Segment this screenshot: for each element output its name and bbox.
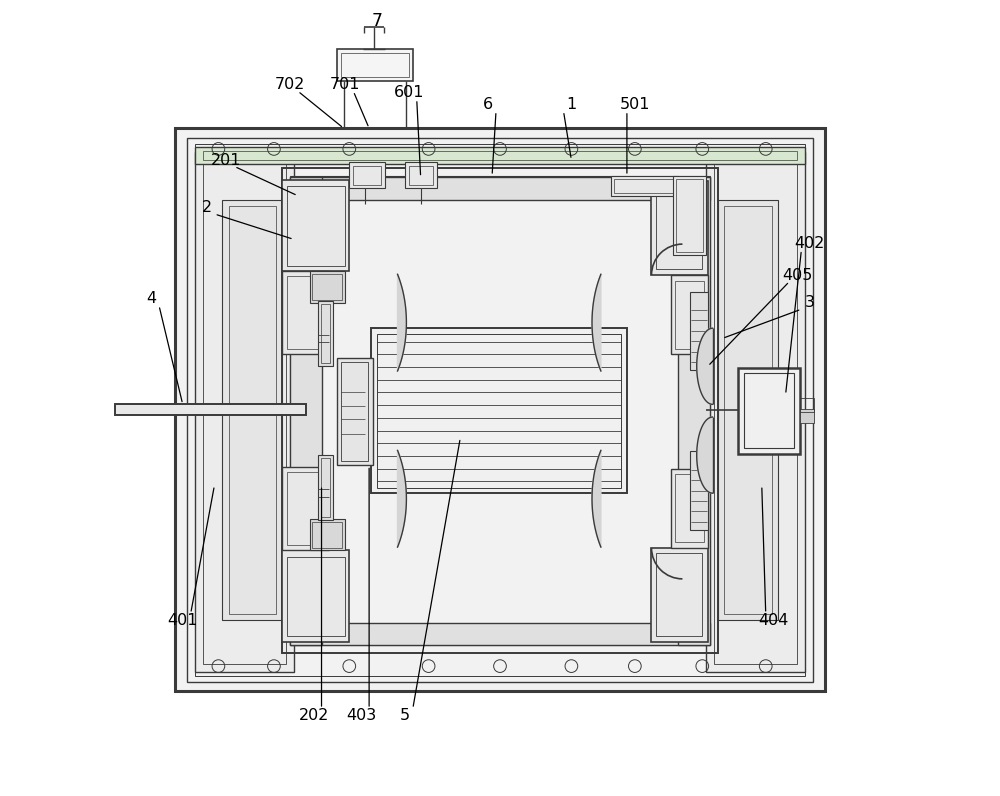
Bar	[409, 166, 433, 185]
Bar	[690, 291, 708, 370]
Bar	[353, 166, 381, 185]
Bar	[287, 556, 345, 636]
Polygon shape	[398, 275, 406, 371]
Bar	[800, 398, 814, 412]
Bar	[690, 451, 708, 529]
Text: 5: 5	[400, 708, 410, 723]
Bar	[675, 474, 704, 542]
Bar	[349, 162, 385, 188]
Bar	[656, 187, 702, 270]
Bar	[312, 275, 342, 300]
Bar	[290, 178, 710, 200]
Bar	[337, 49, 413, 80]
Bar	[718, 200, 778, 620]
Bar	[187, 138, 813, 682]
Text: 501: 501	[620, 97, 650, 112]
Bar	[115, 404, 306, 416]
Text: 202: 202	[298, 708, 329, 723]
Text: 405: 405	[782, 267, 813, 283]
Bar	[673, 176, 706, 256]
Bar	[287, 472, 325, 544]
Bar	[290, 623, 710, 646]
Text: 201: 201	[211, 153, 242, 167]
Text: 701: 701	[330, 77, 361, 92]
Bar	[318, 301, 333, 366]
Text: 4: 4	[146, 291, 156, 306]
Bar	[377, 334, 621, 488]
Polygon shape	[592, 451, 601, 547]
Bar	[203, 150, 797, 160]
Text: 6: 6	[483, 97, 493, 112]
Text: 702: 702	[275, 77, 305, 92]
Text: 402: 402	[794, 236, 825, 251]
Bar	[282, 467, 329, 550]
Bar	[318, 455, 333, 520]
Bar	[671, 469, 708, 548]
Text: 3: 3	[804, 295, 814, 310]
Polygon shape	[592, 275, 601, 371]
Bar	[312, 521, 342, 548]
Text: 7: 7	[372, 12, 383, 30]
Bar	[371, 328, 627, 494]
Text: 2: 2	[201, 200, 212, 215]
Bar	[614, 179, 674, 193]
Bar	[671, 275, 708, 354]
Bar	[175, 128, 825, 692]
Bar	[738, 368, 800, 454]
Bar	[203, 160, 286, 664]
Bar	[405, 162, 437, 188]
Bar	[222, 200, 282, 620]
Bar	[282, 180, 349, 271]
Bar	[287, 186, 345, 266]
Bar	[651, 548, 708, 642]
Bar	[282, 168, 718, 654]
Bar	[229, 206, 276, 614]
Polygon shape	[697, 417, 713, 494]
Bar	[321, 458, 330, 517]
Bar	[706, 152, 805, 672]
Bar	[678, 178, 710, 646]
Bar	[310, 518, 345, 550]
Bar	[282, 271, 329, 354]
Polygon shape	[398, 451, 406, 547]
Bar	[675, 281, 704, 349]
Bar	[195, 152, 294, 672]
Text: 401: 401	[167, 613, 198, 627]
Bar	[337, 357, 373, 466]
Bar	[341, 361, 368, 462]
Bar	[800, 409, 814, 423]
Text: 403: 403	[346, 708, 376, 723]
Bar	[676, 179, 703, 252]
Text: 601: 601	[394, 85, 424, 100]
Bar	[611, 176, 678, 196]
Bar	[341, 53, 409, 76]
Bar	[290, 178, 322, 646]
Text: 404: 404	[758, 613, 789, 627]
Polygon shape	[697, 328, 713, 404]
Bar	[195, 144, 805, 676]
Bar	[282, 550, 349, 642]
Bar	[310, 271, 345, 302]
Bar	[321, 304, 330, 363]
Bar	[714, 160, 797, 664]
Bar	[744, 373, 794, 448]
Bar	[195, 146, 805, 164]
Bar	[724, 206, 772, 614]
Bar	[287, 276, 325, 349]
Bar	[656, 553, 702, 636]
Bar	[290, 176, 710, 646]
Text: 1: 1	[566, 97, 577, 112]
Bar	[651, 181, 708, 275]
